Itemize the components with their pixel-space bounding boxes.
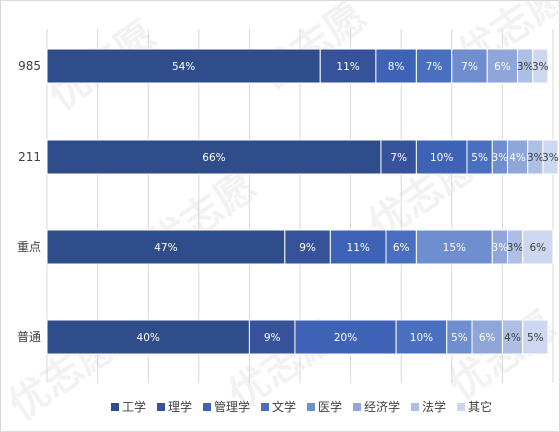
data-label: 3% [507, 242, 524, 254]
data-label: 7% [390, 152, 407, 164]
data-label: 11% [347, 242, 370, 254]
bar-segment [451, 48, 488, 84]
data-label: 9% [264, 332, 281, 344]
legend-swatch [307, 403, 315, 411]
bar-segment [532, 48, 549, 84]
bar-segment [415, 229, 493, 265]
legend-label: 管理学 [214, 399, 250, 414]
data-label: 11% [336, 61, 359, 73]
bar-segment [395, 319, 448, 355]
bar-segment [471, 319, 503, 355]
legend-swatch [111, 403, 119, 411]
data-label: 6% [529, 242, 546, 254]
bar-segment [46, 229, 286, 265]
legend-label: 工学 [122, 399, 146, 414]
data-label: 5% [527, 332, 544, 344]
legend: 工学 理学 管理学 文学 医学 经济学 法学 其它 [111, 399, 492, 414]
category-label: 普通 [17, 330, 41, 344]
legend-label: 经济学 [364, 399, 400, 414]
bar-segment [522, 319, 549, 355]
data-label: 7% [426, 61, 443, 73]
bar-segment [319, 48, 377, 84]
legend-label: 医学 [318, 399, 342, 414]
data-label: 4% [509, 152, 526, 164]
legend-swatch [261, 403, 269, 411]
data-label: 3% [542, 152, 559, 164]
data-label: 15% [443, 242, 466, 254]
data-label: 3% [492, 152, 509, 164]
legend-swatch [157, 403, 165, 411]
data-label: 7% [461, 61, 478, 73]
data-label: 5% [471, 152, 488, 164]
bar-segment [375, 48, 417, 84]
bar-segment [380, 139, 417, 175]
data-label: 20% [334, 332, 357, 344]
legend-label: 法学 [422, 399, 446, 414]
data-label: 6% [479, 332, 496, 344]
bar-segment [248, 319, 296, 355]
data-label: 66% [202, 152, 225, 164]
bar-segment [284, 229, 331, 265]
bar-segment [446, 319, 473, 355]
data-label: 6% [393, 242, 410, 254]
legend-swatch [353, 403, 361, 411]
legend-swatch [457, 403, 465, 411]
bar-segment [385, 229, 417, 265]
legend-swatch [411, 403, 419, 411]
data-label: 3% [517, 61, 534, 73]
bars-layer: 54% 11% 8% 7% 7% 6% 3%3%66% 7% 10% 5% 3% 4% 3%3%47% 9… [46, 48, 559, 355]
data-label: 47% [154, 242, 177, 254]
legend-label: 文学 [272, 399, 296, 414]
bar-segment [522, 229, 554, 265]
legend-swatch [203, 403, 211, 411]
bar-segment [46, 139, 382, 175]
data-label: 54% [172, 61, 195, 73]
data-label: 6% [494, 61, 511, 73]
data-label: 3% [527, 152, 544, 164]
data-label: 10% [430, 152, 453, 164]
data-label: 3% [492, 242, 509, 254]
category-label: 重点 [17, 240, 41, 254]
data-label: 40% [137, 332, 160, 344]
bar-segment [415, 48, 453, 84]
legend-label: 理学 [168, 399, 192, 414]
data-label: 5% [451, 332, 468, 344]
legend-label: 其它 [468, 399, 492, 414]
category-label: 211 [18, 150, 41, 164]
data-label: 8% [388, 61, 405, 73]
watermark-text: 优志愿 [440, 303, 559, 410]
data-label: 4% [504, 332, 521, 344]
bar-segment [542, 139, 559, 175]
data-label: 3% [532, 61, 549, 73]
data-label: 9% [299, 242, 316, 254]
category-label: 985 [18, 59, 41, 73]
bar-segment [46, 319, 250, 355]
bar-segment [46, 48, 321, 84]
data-label: 10% [410, 332, 433, 344]
